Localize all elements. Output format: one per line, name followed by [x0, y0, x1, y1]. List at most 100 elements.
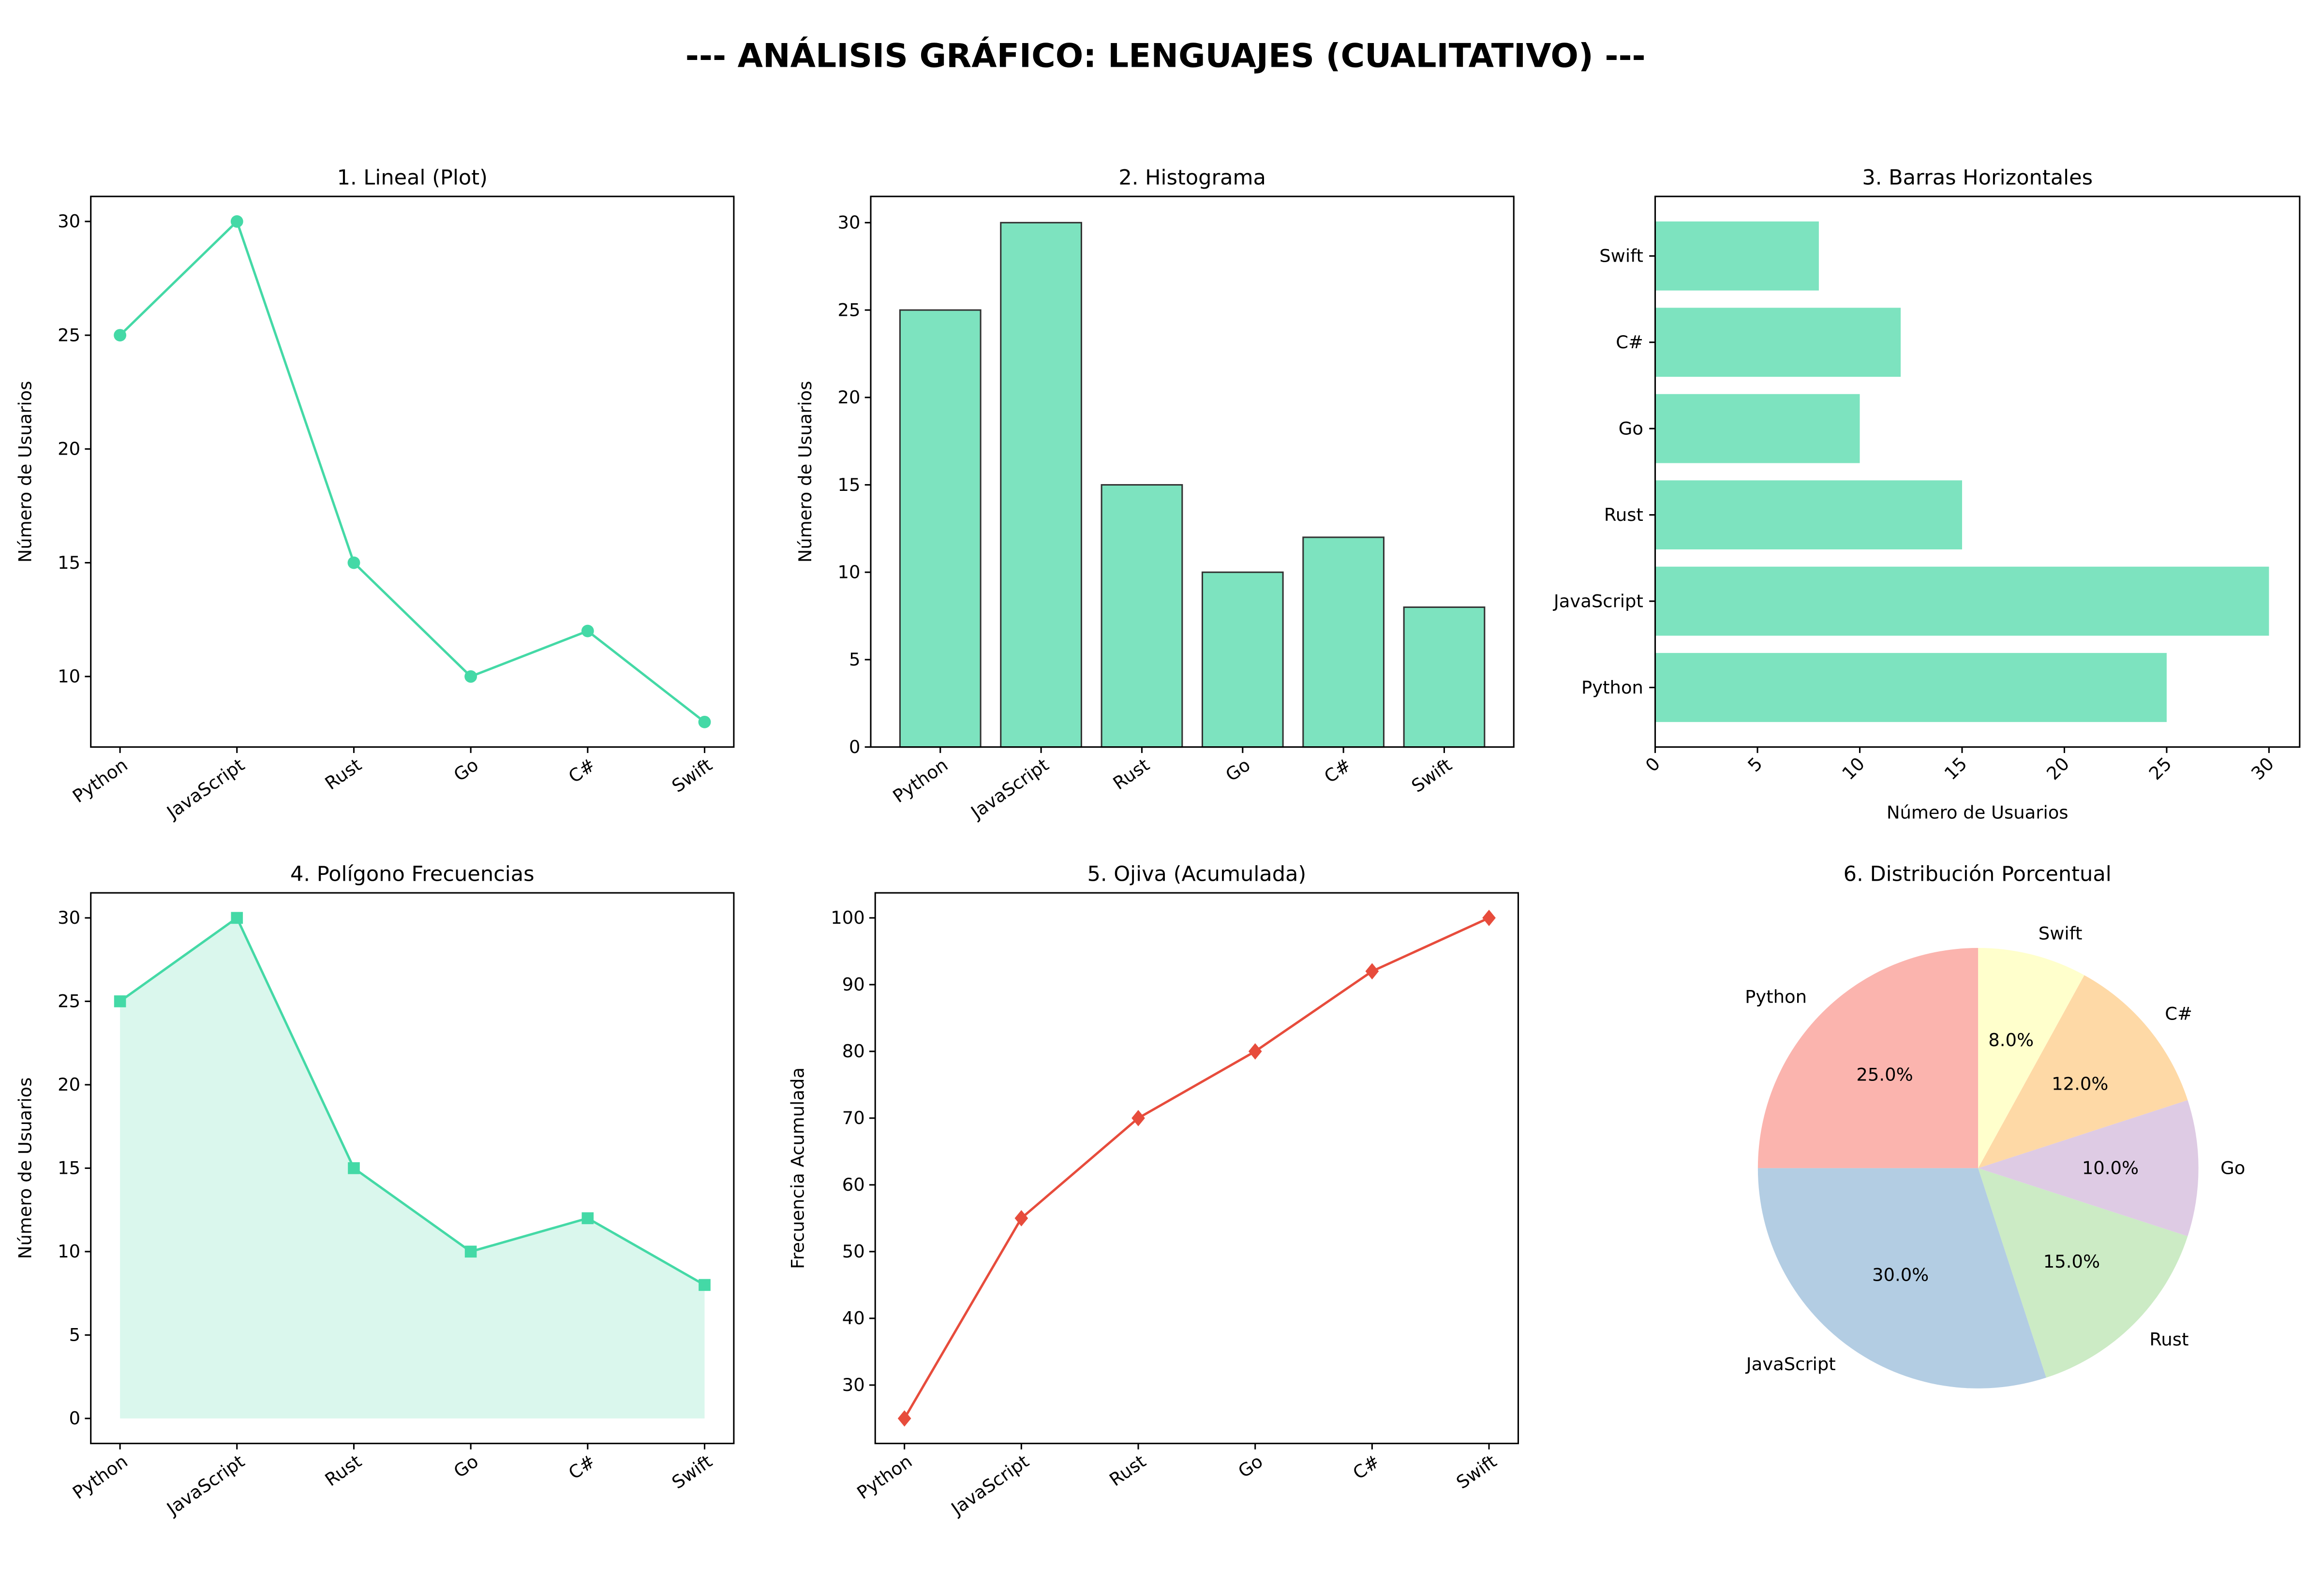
y-tick-label: 70	[842, 1108, 865, 1128]
chart-3: 3. Barras Horizontales Python JavaScript Ru…	[1553, 166, 2301, 823]
y-tick-label: 15	[837, 474, 860, 495]
series-line	[119, 916, 705, 1286]
bar	[1655, 221, 1819, 291]
y-axis-label: Número de Usuarios	[795, 381, 816, 563]
y-tick-label: Rust	[1604, 504, 1643, 525]
data-point	[464, 670, 477, 683]
y-axis-label: Número de Usuarios	[15, 381, 36, 563]
y-tick-label: 90	[842, 974, 865, 995]
y-tick-label: 0	[69, 1408, 80, 1429]
axes-frame	[870, 195, 1515, 748]
bar	[899, 309, 982, 748]
chart-title: 3. Barras Horizontales	[1862, 166, 2093, 190]
bar	[1000, 222, 1082, 748]
data-point	[348, 1162, 360, 1174]
data-point	[699, 1279, 711, 1291]
pie-pct-label: 12.0%	[2052, 1074, 2108, 1094]
y-tick-label: 30	[58, 907, 80, 928]
series-line	[903, 916, 1490, 1419]
y-tick-label: 80	[842, 1041, 865, 1062]
chart-title: 4. Polígono Frecuencias	[290, 862, 535, 887]
pie-pct-label: 25.0%	[1856, 1064, 1913, 1085]
y-tick-label: 20	[58, 1074, 80, 1095]
y-tick-label: JavaScript	[1553, 591, 1643, 611]
chart-title: 5. Ojiva (Acumulada)	[1087, 862, 1306, 887]
y-tick-label: 25	[58, 325, 80, 345]
pie-label: Go	[2220, 1158, 2245, 1179]
area-fill	[120, 917, 705, 1419]
data-point	[581, 624, 594, 637]
bar	[1101, 484, 1183, 748]
y-tick-label: 10	[58, 666, 80, 687]
chart-title: 2. Histograma	[1118, 166, 1266, 190]
axes-frame	[874, 892, 1519, 1445]
y-tick-label: 15	[58, 552, 80, 573]
bar	[1655, 308, 1901, 377]
y-tick-label: 25	[837, 299, 860, 320]
bar	[1403, 606, 1486, 748]
pie-slice	[1978, 948, 2084, 1168]
y-tick-label: 30	[58, 211, 80, 232]
y-tick-label: 5	[69, 1325, 80, 1345]
series-line	[119, 219, 706, 723]
y-tick-label: Swift	[1599, 246, 1643, 266]
y-tick-label: 30	[842, 1374, 865, 1395]
data-point	[1248, 1043, 1262, 1060]
y-tick-label: Python	[1581, 677, 1643, 698]
y-tick-label: Go	[1619, 418, 1643, 439]
data-point	[347, 556, 360, 569]
data-point	[1365, 963, 1379, 980]
bar	[1655, 653, 2167, 722]
y-tick-label: C#	[1616, 332, 1643, 353]
pie-label: C#	[2165, 1003, 2192, 1024]
chart-title: 1. Lineal (Plot)	[337, 166, 488, 190]
data-point	[114, 995, 126, 1007]
y-tick-label: 40	[842, 1308, 865, 1329]
y-tick-label: 10	[837, 562, 860, 583]
y-tick-label: 50	[842, 1241, 865, 1262]
data-point	[114, 329, 127, 342]
pie-label: Rust	[2149, 1329, 2188, 1350]
axes-frame	[1654, 195, 2301, 748]
data-point	[231, 912, 243, 924]
pie-label: Python	[1745, 986, 1807, 1007]
data-point	[581, 1212, 594, 1225]
y-tick-label: 20	[837, 387, 860, 408]
axes-frame	[90, 195, 735, 748]
pie-label: JavaScript	[1745, 1354, 1836, 1374]
y-tick-label: 5	[849, 649, 860, 670]
data-point	[230, 215, 243, 228]
bar	[1655, 394, 1860, 463]
bar	[1201, 571, 1284, 748]
data-point	[1482, 909, 1496, 926]
y-axis-label: Número de Usuarios	[15, 1078, 36, 1259]
y-tick-label: 15	[58, 1158, 80, 1179]
pie-pct-label: 30.0%	[1872, 1265, 1929, 1286]
pie-slice	[1757, 948, 1979, 1168]
pie-pct-label: 10.0%	[2082, 1158, 2139, 1179]
y-tick-label: 25	[58, 991, 80, 1012]
data-point	[1131, 1109, 1145, 1126]
pie-slice	[1978, 1100, 2199, 1237]
pie-slice	[1978, 1168, 2188, 1378]
y-tick-label: 10	[58, 1241, 80, 1262]
chart-title: 6. Distribución Porcentual	[1844, 862, 2112, 887]
y-tick-label: 20	[58, 439, 80, 459]
y-tick-label: 60	[842, 1174, 865, 1195]
bar	[1655, 566, 2269, 636]
pie-pct-label: 8.0%	[1988, 1030, 2034, 1050]
y-tick-label: 100	[831, 907, 864, 928]
chart-6: 6. Distribución Porcentual Python 25.0% Jav…	[1745, 862, 2245, 1389]
pie-slice	[1757, 1168, 2046, 1389]
y-axis-label: Frecuencia Acumulada	[788, 1067, 808, 1269]
pie-slice	[1978, 975, 2188, 1168]
pie-label: Swift	[2039, 923, 2083, 944]
figure-title: --- ANÁLISIS GRÁFICO: LENGUAJES (CUALITA…	[685, 36, 1646, 74]
bar	[1655, 480, 1962, 549]
pie-pct-label: 15.0%	[2043, 1251, 2100, 1272]
data-point	[897, 1410, 911, 1427]
y-tick-label: 30	[837, 212, 860, 233]
data-point	[464, 1245, 477, 1258]
bar	[1302, 536, 1385, 748]
